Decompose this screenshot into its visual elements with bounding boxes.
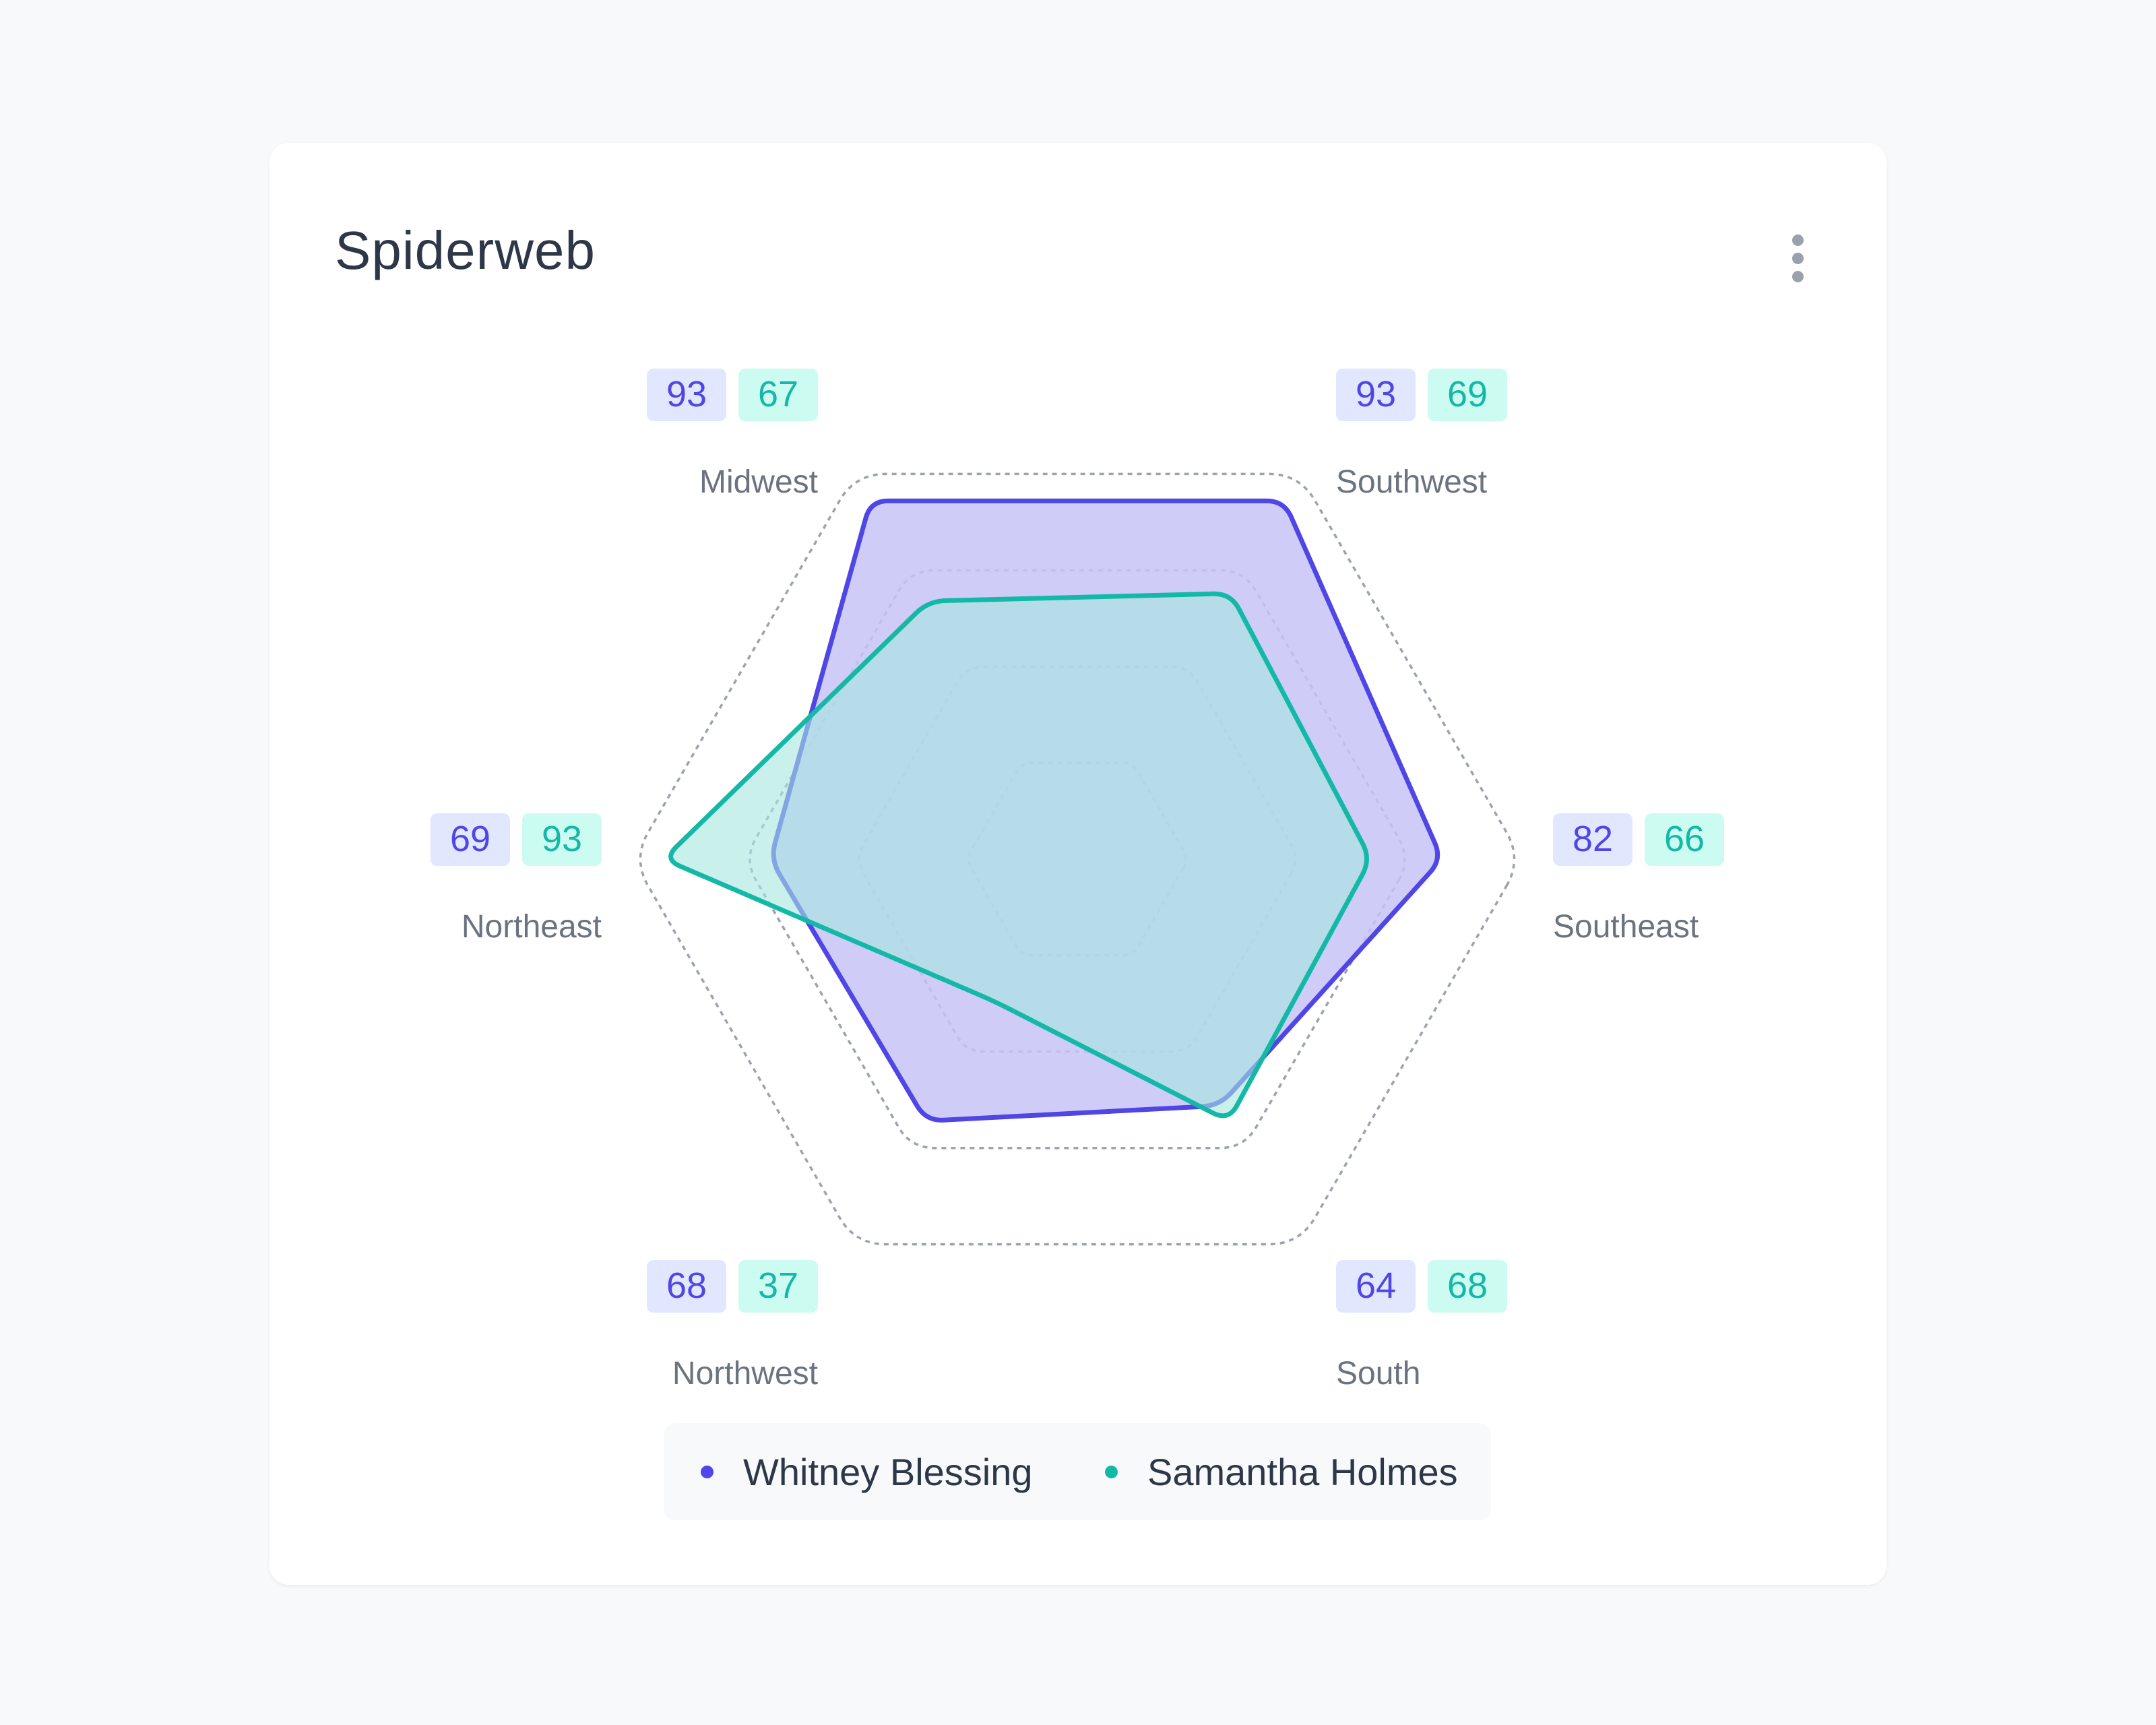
legend-item-series-2[interactable]: Samantha Holmes bbox=[1105, 1423, 1458, 1520]
data-label: 69 bbox=[1447, 374, 1488, 414]
axis-label-northeast: Northeast bbox=[462, 909, 602, 945]
value-badge-south-series-2: 68 bbox=[1428, 1260, 1507, 1313]
value-badge-northeast-series-2: 93 bbox=[522, 813, 602, 866]
value-badge-southwest-series-2: 69 bbox=[1428, 369, 1507, 421]
legend-dot-icon bbox=[701, 1465, 714, 1478]
chart-legend: Whitney Blessing Samantha Holmes bbox=[664, 1423, 1491, 1520]
data-label: 67 bbox=[758, 374, 798, 414]
data-label: 69 bbox=[450, 819, 490, 859]
radar-labels: Southeast 82 66 Southwest 93 69 Midwest 93 67 Nor… bbox=[431, 369, 1724, 1391]
data-label: 37 bbox=[758, 1265, 798, 1306]
value-badge-northwest-series-1: 68 bbox=[647, 1260, 726, 1313]
card-title: Spiderweb bbox=[335, 220, 596, 280]
value-badge-midwest-series-2: 67 bbox=[738, 369, 818, 421]
radar-series bbox=[668, 498, 1440, 1123]
legend-label: Whitney Blessing bbox=[743, 1450, 1033, 1493]
data-label: 66 bbox=[1664, 819, 1705, 859]
data-label: 68 bbox=[666, 1265, 707, 1306]
value-badge-southeast-series-1: 82 bbox=[1553, 813, 1632, 866]
value-badge-south-series-1: 64 bbox=[1336, 1260, 1416, 1313]
axis-label-southeast: Southeast bbox=[1553, 909, 1699, 945]
value-badge-southeast-series-2: 66 bbox=[1645, 813, 1724, 866]
more-menu-button[interactable] bbox=[1765, 218, 1833, 299]
axis-label-south: South bbox=[1336, 1356, 1420, 1391]
data-label: 82 bbox=[1573, 819, 1613, 859]
spiderweb-card: Spiderweb Southeast 82 66 Southwest 93 69 Midw… bbox=[270, 143, 1886, 1585]
legend-item-series-1[interactable]: Whitney Blessing bbox=[701, 1423, 1033, 1520]
data-label: 93 bbox=[542, 819, 582, 859]
value-badge-northwest-series-2: 37 bbox=[738, 1260, 818, 1313]
value-badge-southwest-series-1: 93 bbox=[1336, 369, 1416, 421]
axis-label-southwest: Southwest bbox=[1336, 464, 1487, 500]
legend-label: Samantha Holmes bbox=[1147, 1450, 1458, 1493]
more-vertical-icon-dot bbox=[1792, 253, 1804, 264]
data-label: 93 bbox=[666, 374, 707, 414]
value-badge-midwest-series-1: 93 bbox=[647, 369, 726, 421]
legend-dot-icon bbox=[1105, 1465, 1118, 1478]
axis-label-northwest: Northwest bbox=[672, 1356, 818, 1391]
more-vertical-icon-dot bbox=[1792, 271, 1804, 282]
grid-ring-3 bbox=[749, 569, 1406, 1150]
series-polygon-2[interactable] bbox=[668, 591, 1369, 1119]
data-label: 93 bbox=[1356, 374, 1396, 414]
data-label: 68 bbox=[1447, 1265, 1488, 1306]
data-label: 64 bbox=[1356, 1265, 1396, 1306]
radar-chart: Southeast 82 66 Southwest 93 69 Midwest 93 67 Nor… bbox=[431, 369, 1724, 1391]
more-vertical-icon bbox=[1792, 234, 1804, 246]
value-badge-northeast-series-1: 69 bbox=[431, 813, 510, 866]
axis-label-midwest: Midwest bbox=[699, 464, 818, 500]
